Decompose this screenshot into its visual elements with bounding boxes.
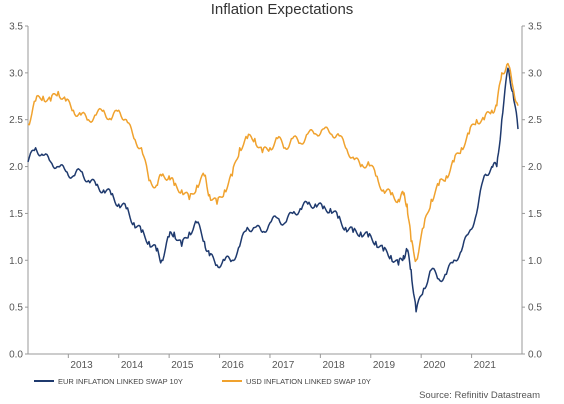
y-tick-label-left: 2.5 (9, 115, 23, 126)
y-tick-label-left: 3.0 (9, 68, 23, 79)
x-tick-label: 2021 (474, 360, 497, 371)
y-tick-label-left: 0.5 (9, 303, 23, 314)
x-tick-label: 2018 (322, 360, 345, 371)
x-tick-label: 2016 (222, 360, 245, 371)
y-tick-label-right: 1.0 (528, 256, 542, 267)
x-tick-label: 2014 (121, 360, 144, 371)
source-note: Source: Refinitiv Datastream (419, 390, 540, 401)
legend: EUR INFLATION LINKED SWAP 10Y USD INFLAT… (34, 377, 371, 386)
usd-series-line (27, 62, 519, 263)
y-tick-label-left: 3.5 (9, 22, 23, 33)
y-tick-label-left: 1.5 (9, 209, 23, 220)
y-tick-label-right: 3.5 (528, 22, 542, 33)
legend-label-eur: EUR INFLATION LINKED SWAP 10Y (58, 377, 183, 386)
legend-label-usd: USD INFLATION LINKED SWAP 10Y (246, 377, 371, 386)
axes: 0.0 0.0 0.5 0.5 1.0 1.0 1.5 1.5 2.0 2.0 2.5 2.5 3.0 3… (9, 22, 542, 372)
x-tick-label: 2019 (373, 360, 396, 371)
y-tick-label-left: 0.0 (9, 350, 23, 361)
y-tick-label-right: 2.0 (528, 162, 542, 173)
y-tick-label-right: 0.0 (528, 350, 542, 361)
x-tick-label: 2020 (423, 360, 446, 371)
x-tick-label: 2017 (272, 360, 295, 371)
y-tick-label-left: 2.0 (9, 162, 23, 173)
chart-title: Inflation Expectations (211, 1, 354, 18)
y-tick-label-right: 0.5 (528, 303, 542, 314)
y-tick-label-right: 3.0 (528, 68, 542, 79)
y-tick-label-left: 1.0 (9, 256, 23, 267)
series-layer (27, 62, 519, 313)
x-tick-label: 2013 (70, 360, 93, 371)
eur-series-line (27, 67, 519, 313)
y-tick-label-right: 1.5 (528, 209, 542, 220)
y-tick-label-right: 2.5 (528, 115, 542, 126)
x-tick-label: 2015 (171, 360, 194, 371)
